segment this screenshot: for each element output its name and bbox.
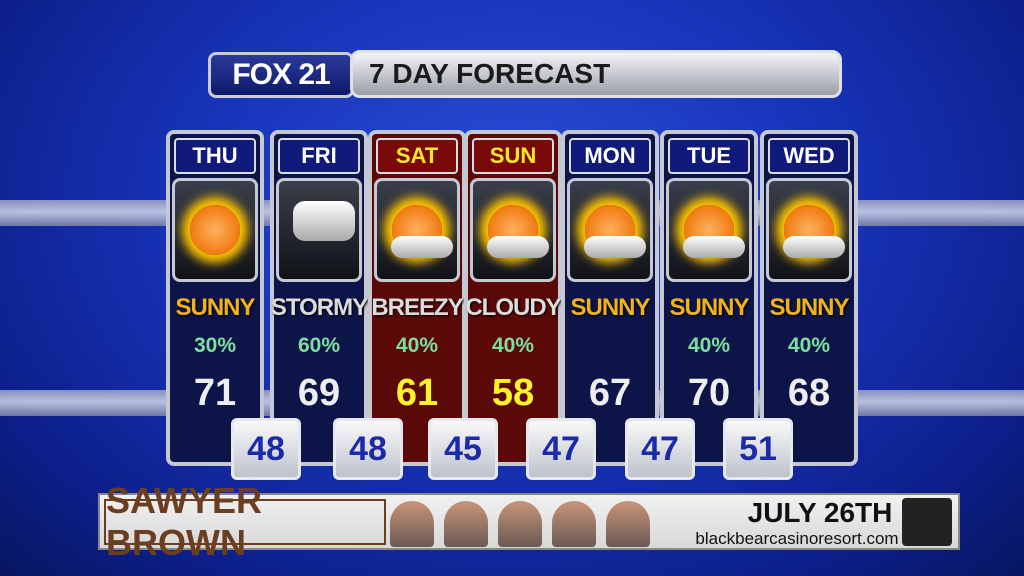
precip-chance: 30% <box>193 334 237 357</box>
condition-label: STORMY <box>270 294 368 321</box>
day-label: FRI <box>278 138 360 174</box>
station-logo: FOX 21 <box>208 52 354 98</box>
forecast-day-tue: TUE SUNNY 40% 70 <box>660 130 758 466</box>
high-temp: 71 <box>193 372 237 414</box>
precip-chance: 40% <box>491 334 535 357</box>
day-label: WED <box>768 138 850 174</box>
day-label: THU <box>174 138 256 174</box>
cloudy-icon <box>470 178 556 282</box>
forecast-day-sat: SAT BREEZY 40% 61 <box>368 130 466 466</box>
forecast-day-thu: THU SUNNY 30% 71 <box>166 130 264 466</box>
partly-sunny-icon <box>567 178 653 282</box>
black-bear-logo <box>902 498 952 546</box>
ad-url: blackbearcasinoresort.com <box>695 529 899 548</box>
partly-sunny-icon <box>766 178 852 282</box>
condition-label: SUNNY <box>769 294 849 321</box>
low-temp: 48 <box>333 418 403 480</box>
high-temp: 58 <box>491 372 535 414</box>
condition-label: BREEZY <box>371 294 463 321</box>
low-temp: 51 <box>723 418 793 480</box>
partly-cloudy-icon <box>374 178 460 282</box>
condition-label: CLOUDY <box>465 294 561 321</box>
partly-sunny-storm-icon <box>666 178 752 282</box>
day-label: MON <box>569 138 651 174</box>
high-temp: 67 <box>588 372 632 414</box>
precip-chance: 60% <box>297 334 341 357</box>
high-temp: 68 <box>787 372 831 414</box>
page-title: 7 DAY FORECAST <box>350 50 842 98</box>
day-label: SUN <box>472 138 554 174</box>
condition-label: SUNNY <box>175 294 255 321</box>
forecast-day-wed: WED SUNNY 40% 68 <box>760 130 858 466</box>
day-label: TUE <box>668 138 750 174</box>
high-temp: 70 <box>687 372 731 414</box>
high-temp: 61 <box>395 372 439 414</box>
forecast-day-sun: SUN CLOUDY 40% 58 <box>464 130 562 466</box>
storm-icon <box>276 178 362 282</box>
low-temp: 47 <box>625 418 695 480</box>
precip-chance: 40% <box>787 334 831 357</box>
ad-date: JULY 26TH <box>747 497 893 528</box>
condition-label: SUNNY <box>669 294 749 321</box>
precip-chance: 40% <box>687 334 731 357</box>
forecast-day-fri: FRI STORMY 60% 69 <box>270 130 368 466</box>
condition-label: SUNNY <box>570 294 650 321</box>
low-temp: 47 <box>526 418 596 480</box>
ad-band-photo <box>390 497 690 547</box>
forecast-day-mon: MON SUNNY 67 <box>561 130 659 466</box>
precip-chance: 40% <box>395 334 439 357</box>
sunny-icon <box>172 178 258 282</box>
ad-band-name: SAWYER BROWN <box>104 480 386 563</box>
ad-banner[interactable]: SAWYER BROWN JULY 26TH blackbearcasinore… <box>98 480 960 563</box>
day-label: SAT <box>376 138 458 174</box>
low-temp: 48 <box>231 418 301 480</box>
low-temp: 45 <box>428 418 498 480</box>
high-temp: 69 <box>297 372 341 414</box>
